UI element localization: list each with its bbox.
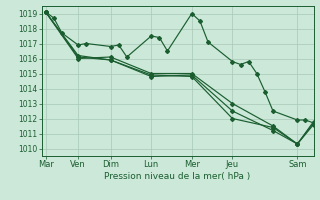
X-axis label: Pression niveau de la mer( hPa ): Pression niveau de la mer( hPa ) bbox=[104, 172, 251, 181]
